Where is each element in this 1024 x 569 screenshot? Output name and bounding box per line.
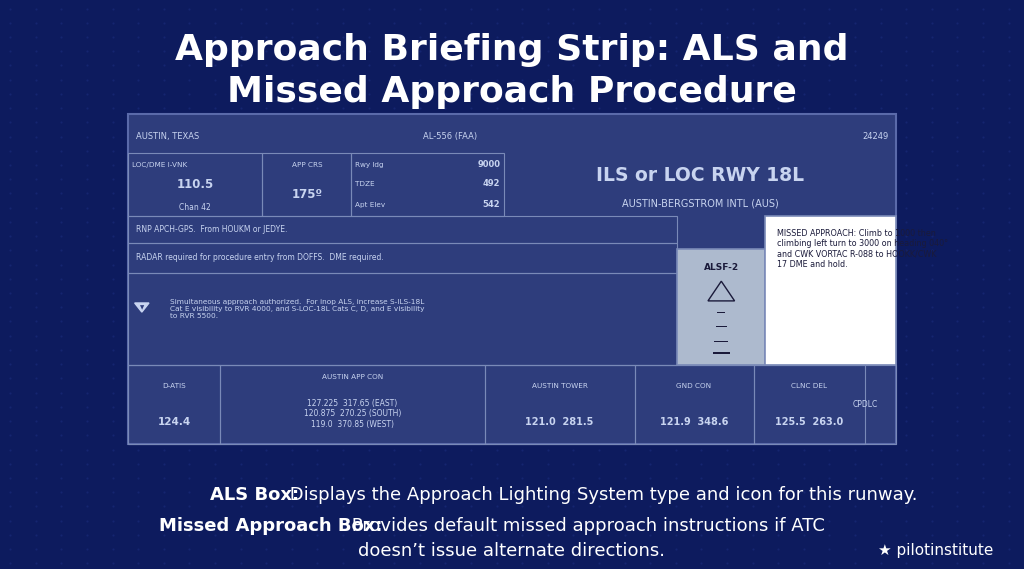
Text: AUSTIN, TEXAS: AUSTIN, TEXAS bbox=[135, 133, 199, 142]
Text: MISSED APPROACH: Climb to 1000 then
climbing left turn to 3000 on heading 040°
a: MISSED APPROACH: Climb to 1000 then clim… bbox=[777, 229, 948, 269]
Text: 175º: 175º bbox=[292, 188, 323, 201]
Polygon shape bbox=[135, 303, 150, 312]
Bar bbox=[262, 154, 350, 216]
Bar bbox=[128, 273, 677, 365]
Text: AUSTIN-BERGSTROM INTL (AUS): AUSTIN-BERGSTROM INTL (AUS) bbox=[622, 199, 778, 209]
Text: Simultaneous approach authorized.  For inop ALS, increase S-ILS-18L
Cat E visibi: Simultaneous approach authorized. For in… bbox=[170, 299, 425, 319]
Bar bbox=[713, 352, 730, 354]
Text: Approach Briefing Strip: ALS and
Missed Approach Procedure: Approach Briefing Strip: ALS and Missed … bbox=[175, 33, 849, 109]
Bar bbox=[128, 365, 220, 444]
Text: 492: 492 bbox=[483, 179, 501, 188]
Text: Provides default missed approach instructions if ATC: Provides default missed approach instruc… bbox=[346, 517, 825, 535]
Text: RNP APCH-GPS.  From HOUKM or JEDYE.: RNP APCH-GPS. From HOUKM or JEDYE. bbox=[135, 225, 287, 234]
Bar bbox=[716, 325, 727, 327]
Text: D-ATIS: D-ATIS bbox=[162, 383, 186, 389]
Text: 24249: 24249 bbox=[862, 133, 888, 142]
Text: Chan 42: Chan 42 bbox=[179, 203, 211, 212]
Text: GND CON: GND CON bbox=[677, 383, 712, 389]
Text: 121.9  348.6: 121.9 348.6 bbox=[659, 417, 728, 427]
Text: LOC/DME I-VNK: LOC/DME I-VNK bbox=[132, 162, 187, 168]
Bar bbox=[677, 249, 766, 365]
Text: Rwy ldg: Rwy ldg bbox=[354, 162, 383, 168]
Bar bbox=[765, 216, 896, 365]
Bar bbox=[754, 365, 865, 444]
Text: ALSF-2: ALSF-2 bbox=[703, 263, 739, 272]
Text: ILS or LOC RWY 18L: ILS or LOC RWY 18L bbox=[596, 166, 804, 185]
Bar bbox=[350, 154, 504, 216]
Text: CPDLC: CPDLC bbox=[853, 399, 878, 409]
Text: APP CRS: APP CRS bbox=[292, 162, 323, 168]
Bar bbox=[717, 312, 725, 314]
Text: 542: 542 bbox=[483, 200, 501, 209]
Text: Displays the Approach Lighting System type and icon for this runway.: Displays the Approach Lighting System ty… bbox=[284, 486, 918, 504]
Text: Apt Elev: Apt Elev bbox=[354, 202, 385, 208]
Text: 124.4: 124.4 bbox=[158, 417, 190, 427]
Text: 9000: 9000 bbox=[477, 160, 501, 169]
Bar bbox=[128, 243, 677, 273]
Text: RADAR required for procedure entry from DOFFS.  DME required.: RADAR required for procedure entry from … bbox=[135, 253, 383, 262]
Bar bbox=[485, 365, 635, 444]
Text: ▼: ▼ bbox=[139, 305, 144, 310]
Text: AL-556 (FAA): AL-556 (FAA) bbox=[424, 133, 477, 142]
Bar bbox=[128, 154, 262, 216]
Text: ALS Box:: ALS Box: bbox=[210, 486, 299, 504]
Text: 121.0  281.5: 121.0 281.5 bbox=[525, 417, 594, 427]
Bar bbox=[128, 216, 677, 243]
Text: doesn’t issue alternate directions.: doesn’t issue alternate directions. bbox=[358, 542, 666, 560]
Text: TDZE: TDZE bbox=[354, 180, 374, 187]
Text: 125.5  263.0: 125.5 263.0 bbox=[775, 417, 844, 427]
Bar bbox=[714, 341, 728, 343]
Text: AUSTIN APP CON: AUSTIN APP CON bbox=[322, 374, 383, 380]
Bar bbox=[128, 365, 896, 444]
Bar bbox=[635, 365, 754, 444]
Text: 110.5: 110.5 bbox=[176, 178, 213, 191]
Text: ★ pilotinstitute: ★ pilotinstitute bbox=[878, 543, 993, 558]
Bar bbox=[220, 365, 485, 444]
Text: Missed Approach Box:: Missed Approach Box: bbox=[159, 517, 382, 535]
Text: AUSTIN TOWER: AUSTIN TOWER bbox=[531, 383, 588, 389]
Text: CLNC DEL: CLNC DEL bbox=[792, 383, 827, 389]
Text: 127.225  317.65 (EAST)
120.875  270.25 (SOUTH)
119.0  370.85 (WEST): 127.225 317.65 (EAST) 120.875 270.25 (SO… bbox=[303, 399, 401, 428]
Bar bbox=[128, 114, 896, 444]
